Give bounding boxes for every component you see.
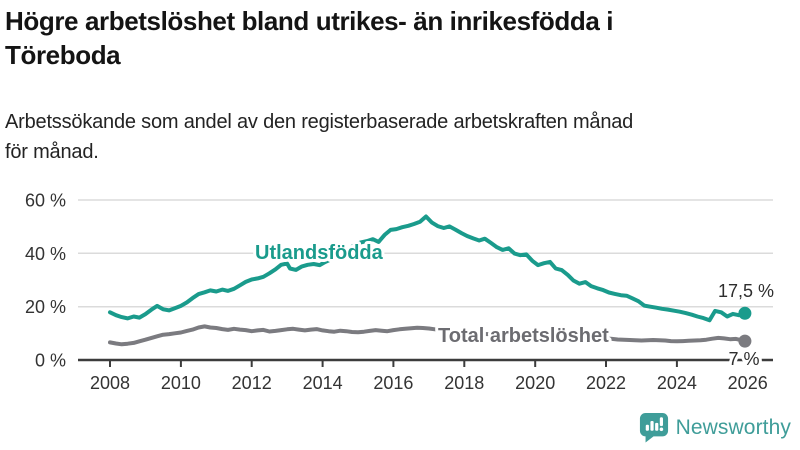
x-axis-tick-label: 2012 xyxy=(232,373,272,393)
newsworthy-speech-bubble-bar-chart-icon xyxy=(639,412,668,443)
y-axis-tick-label: 0 % xyxy=(35,351,66,371)
page-title: Högre arbetslöshet bland utrikes- än inr… xyxy=(5,6,614,70)
series-end-dot xyxy=(738,306,752,320)
x-axis-tick-label: 2008 xyxy=(90,373,130,393)
x-axis-tick-label: 2024 xyxy=(657,373,697,393)
x-axis-tick-label: 2018 xyxy=(444,373,484,393)
x-axis-tick-label: 2020 xyxy=(515,373,555,393)
series-end-dot xyxy=(738,334,752,348)
series-end-value-label: 17,5 % xyxy=(718,281,774,301)
series-label: Total arbetslöshet xyxy=(438,325,609,347)
x-axis-tick-label: 2026 xyxy=(728,373,768,393)
newsworthy-logo: Newsworthy xyxy=(639,412,791,443)
newsworthy-logo-text: Newsworthy xyxy=(675,415,791,439)
x-axis-tick-label: 2010 xyxy=(161,373,201,393)
y-axis-tick-label: 60 % xyxy=(25,191,66,211)
x-axis-tick-label: 2016 xyxy=(373,373,413,393)
series-line xyxy=(108,324,747,347)
y-axis-tick-label: 40 % xyxy=(25,244,66,264)
series-end-value-label: 7 % xyxy=(728,349,759,369)
series-line xyxy=(108,214,747,323)
x-axis-tick-label: 2014 xyxy=(303,373,343,393)
chart-subtitle: Arbetssökande som andel av den registerb… xyxy=(5,111,634,163)
x-axis-tick-label: 2022 xyxy=(586,373,626,393)
series-label: Utlandsfödda xyxy=(255,242,384,264)
y-axis-tick-label: 20 % xyxy=(25,297,66,317)
